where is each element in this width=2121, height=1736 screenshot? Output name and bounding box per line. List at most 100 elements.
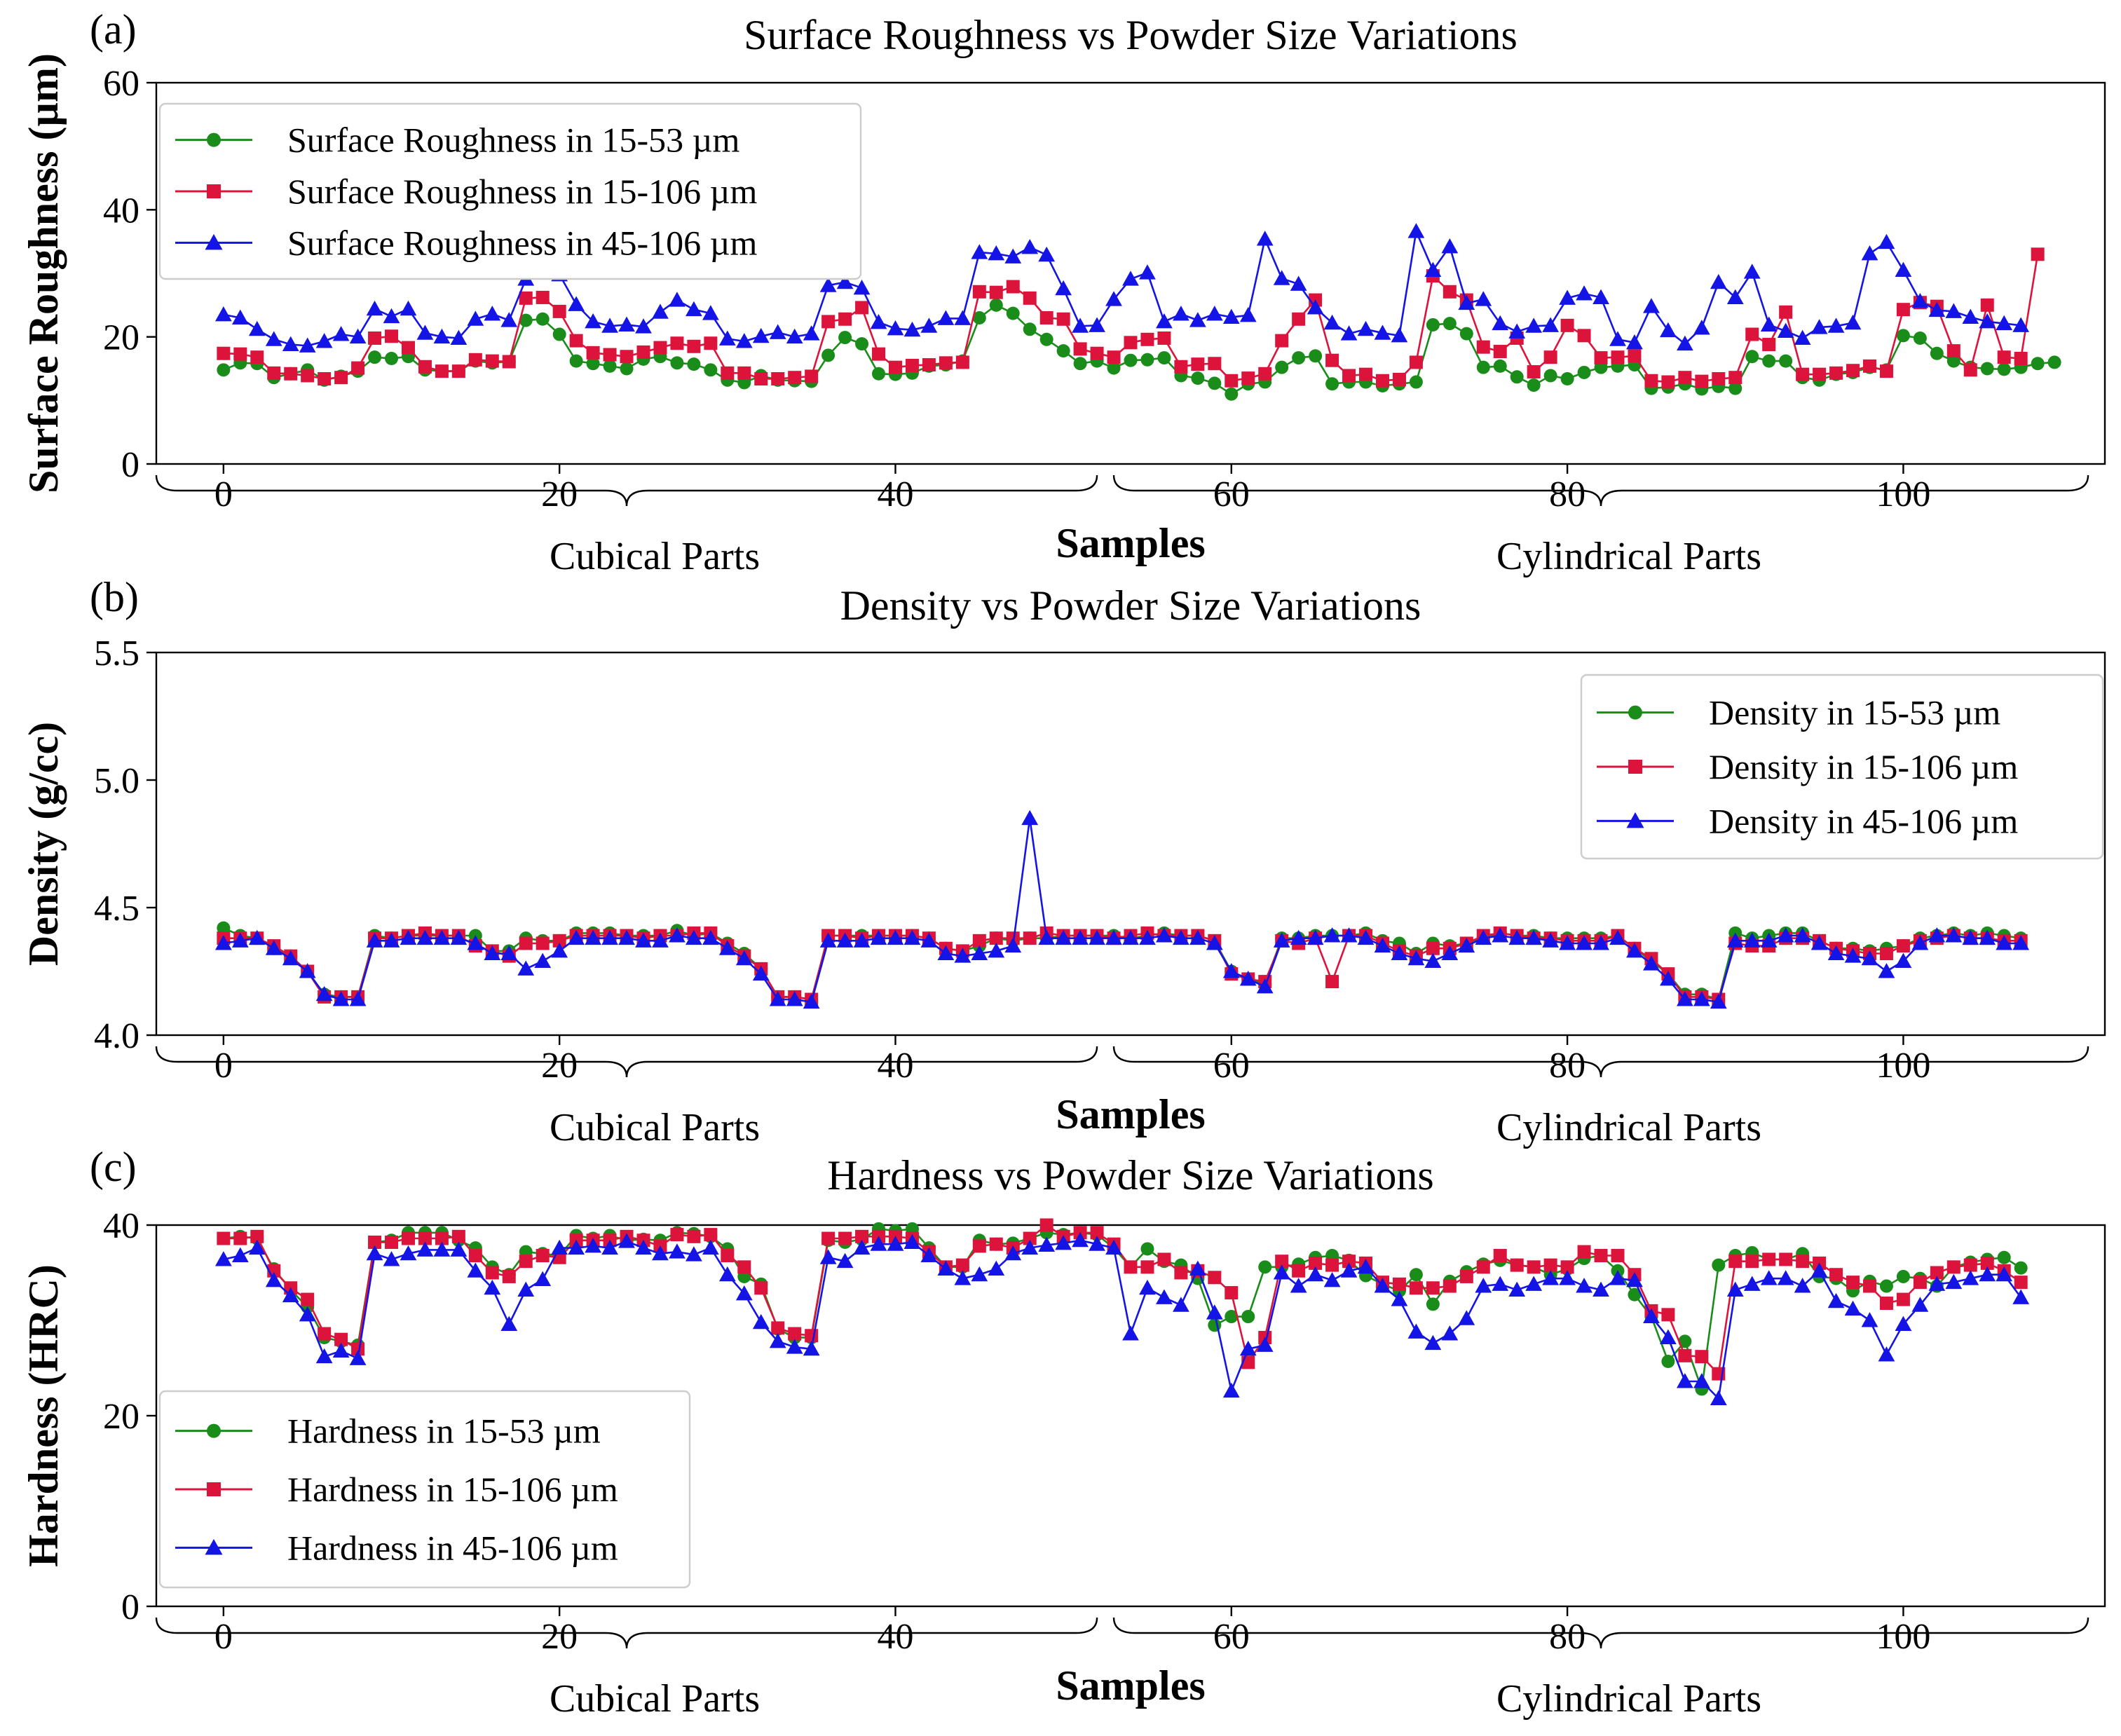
data-point [620,362,634,376]
data-point [1023,931,1037,945]
data-point [2031,357,2045,371]
data-point [351,361,365,375]
data-point [1762,338,1776,352]
data-point [1527,1260,1541,1274]
data-point [315,985,333,1002]
data-point [1527,378,1541,392]
data-point [1173,306,1189,321]
data-point [385,351,399,365]
data-point [1189,312,1206,327]
series-1 [217,1222,2028,1396]
chart-panel-3: (c) Hardness vs Powder Size Variations 0 20… [20,1144,2106,1721]
data-point [1643,1308,1660,1324]
data-point [1089,929,1105,945]
x-tick-label: 20 [541,1046,578,1086]
data-point [1174,1266,1188,1280]
data-point [1829,366,1843,380]
data-point [1107,361,1121,375]
data-point [366,1245,383,1261]
x-tick-label: 40 [877,1617,913,1657]
data-point [1004,937,1022,953]
data-point [267,366,281,380]
data-point [250,350,264,364]
legend-box [158,1390,691,1589]
data-point [1325,1258,1339,1272]
data-point [1510,370,1524,384]
x-tick-label: 100 [1876,474,1930,514]
data-point [1794,927,1811,943]
data-point [954,1270,971,1285]
data-point [1424,952,1442,968]
data-point [1173,1297,1189,1312]
data-point [534,1271,552,1287]
data-point [686,301,702,317]
legend-label: Density in 15-53 µm [1709,693,2000,732]
data-point [1743,1276,1761,1291]
data-point [568,929,585,945]
data-point [1189,1260,1206,1276]
data-point [1256,978,1274,994]
data-point [1913,1276,1927,1290]
data-point [1140,1242,1154,1256]
data-point [2014,1276,2028,1290]
data-point [1576,935,1593,950]
data-point [585,929,601,945]
data-point [1426,1297,1440,1311]
data-point [1678,1334,1692,1348]
legend-label: Surface Roughness in 45-106 µm [287,223,757,262]
data-point [803,1340,820,1356]
data-point [1508,929,1526,945]
data-point [888,360,902,374]
data-point [1846,364,1860,378]
y-tick-label: 4.0 [94,1016,139,1056]
data-point [1626,943,1643,958]
data-point [418,360,432,374]
y-tick-label: 5.5 [94,634,139,674]
data-point [366,300,383,316]
data-point [2014,1261,2028,1275]
data-point [1577,1245,1591,1259]
data-point [1325,377,1339,391]
data-point [972,1239,986,1253]
data-point [1945,927,1963,943]
y-axis-label: Surface Roughness (µm) [20,53,67,493]
data-point [536,290,550,304]
data-point [1023,291,1037,305]
data-point [1206,935,1223,950]
data-point [1810,319,1828,334]
data-point [702,305,719,320]
data-point [1980,1256,1994,1270]
data-point [1760,316,1778,332]
data-point [920,1247,938,1263]
data-point [1728,381,1743,395]
group-label: Cylindrical Parts [1496,535,1761,578]
data-point [1946,354,1960,368]
data-point [1661,1308,1675,1322]
data-point [1693,1373,1710,1388]
data-point [1594,351,1608,365]
data-point [1928,301,1946,317]
data-point [1072,317,1089,333]
data-point [887,320,904,336]
data-point [1543,1258,1557,1272]
data-point [838,331,852,345]
data-point [586,346,600,360]
panel-label: (a) [90,6,137,53]
data-point [1307,929,1324,945]
data-point [231,309,249,324]
data-point [1779,305,1793,319]
data-point [349,1350,367,1365]
legend-marker [207,132,221,147]
data-point [416,324,434,340]
data-point [401,341,415,355]
y-tick-label: 5.0 [94,761,139,801]
data-point [686,929,702,945]
data-point [1107,350,1121,364]
data-point [1105,291,1122,306]
data-point [1712,372,1726,386]
data-point [500,945,518,961]
data-point [349,991,367,1006]
legend-label: Surface Roughness in 15-53 µm [287,121,739,160]
chart-title: Surface Roughness vs Powder Size Variati… [744,12,1518,58]
data-point [1745,1255,1759,1269]
